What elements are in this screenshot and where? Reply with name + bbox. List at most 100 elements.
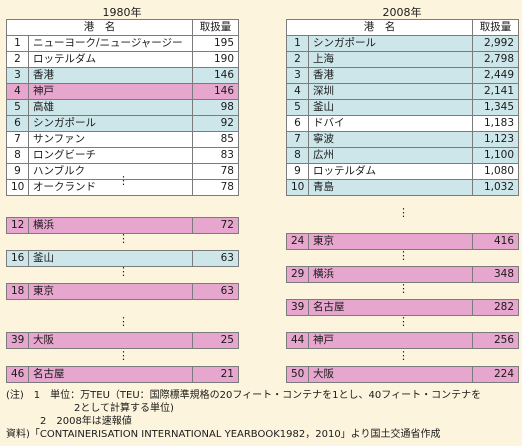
port-name-cell: ロッテルダム xyxy=(308,163,473,180)
header-port: 港 名 xyxy=(286,19,473,36)
volume-cell: 78 xyxy=(192,179,239,196)
extra-y2008-table: 39 名古屋 282 xyxy=(286,299,519,316)
volume-cell: 1,080 xyxy=(472,163,519,180)
volume-cell: 282 xyxy=(472,299,519,316)
table-row: 7 サンファン 85 xyxy=(6,131,239,148)
top10-y1980-table: 港 名取扱量 1 ニューヨーク/ニュージャージー 195 2 ロッテルダム 190 3 香港 14… xyxy=(6,19,239,196)
table-row: 18 東京 63 xyxy=(6,283,239,300)
port-name-cell: シンガポール xyxy=(28,115,193,132)
port-name-cell: 釜山 xyxy=(28,250,193,267)
table-row: 8 ロングビーチ 83 xyxy=(6,147,239,164)
volume-cell: 416 xyxy=(472,233,519,250)
port-name-cell: 神戸 xyxy=(308,332,473,349)
notes: (注) 1 単位：万TEU（TEU：国際標準規格の20フィート・コンテナを1とし… xyxy=(6,389,481,441)
extra-y1980-table: 18 東京 63 xyxy=(6,283,239,300)
port-name-cell: オークランド xyxy=(28,179,193,196)
volume-cell: 83 xyxy=(192,147,239,164)
volume-cell: 63 xyxy=(192,250,239,267)
volume-cell: 21 xyxy=(192,366,239,383)
port-name-cell: ニューヨーク/ニュージャージー xyxy=(28,35,193,52)
volume-cell: 2,798 xyxy=(472,51,519,68)
table-row: 1 ニューヨーク/ニュージャージー 195 xyxy=(6,35,239,52)
extra-y1980-table: 46 名古屋 21 xyxy=(6,366,239,383)
volume-cell: 256 xyxy=(472,332,519,349)
table-row: 24 東京 416 xyxy=(286,233,519,250)
rank-cell: 6 xyxy=(6,115,29,132)
port-name-cell: ロングビーチ xyxy=(28,147,193,164)
rank-cell: 9 xyxy=(286,163,309,180)
rank-cell: 10 xyxy=(6,179,29,196)
table-row: 3 香港 146 xyxy=(6,67,239,84)
table-row: 4 神戸 146 xyxy=(6,83,239,100)
table-row: 10 オークランド 78 xyxy=(6,179,239,196)
volume-cell: 195 xyxy=(192,35,239,52)
note-line-1: (注) 1 単位：万TEU（TEU：国際標準規格の20フィート・コンテナを1とし… xyxy=(6,390,482,401)
port-name-cell: 釜山 xyxy=(308,99,473,116)
rank-cell: 3 xyxy=(286,67,309,84)
rank-cell: 39 xyxy=(286,299,309,316)
ellipsis-mark: ⋮ xyxy=(118,265,129,278)
rank-cell: 10 xyxy=(286,179,309,196)
ellipsis-mark: ⋮ xyxy=(118,174,129,187)
volume-cell: 2,449 xyxy=(472,67,519,84)
header-row: 港 名取扱量 xyxy=(6,19,239,36)
rank-cell: 12 xyxy=(6,217,29,234)
port-name-cell: 高雄 xyxy=(28,99,193,116)
port-name-cell: サンファン xyxy=(28,131,193,148)
port-name-cell: 名古屋 xyxy=(28,366,193,383)
table-row: 39 大阪 25 xyxy=(6,332,239,349)
rank-cell: 18 xyxy=(6,283,29,300)
volume-cell: 85 xyxy=(192,131,239,148)
rank-cell: 9 xyxy=(6,163,29,180)
port-name-cell: 東京 xyxy=(28,283,193,300)
rank-cell: 39 xyxy=(6,332,29,349)
port-name-cell: 香港 xyxy=(308,67,473,84)
rank-cell: 50 xyxy=(286,366,309,383)
port-name-cell: ハンブルク xyxy=(28,163,193,180)
ellipsis-mark: ⋮ xyxy=(118,315,129,328)
rank-cell: 3 xyxy=(6,67,29,84)
table-row: 6 シンガポール 92 xyxy=(6,115,239,132)
table-row: 4 深圳 2,141 xyxy=(286,83,519,100)
volume-cell: 1,345 xyxy=(472,99,519,116)
ellipsis-mark: ⋮ xyxy=(118,232,129,245)
volume-cell: 98 xyxy=(192,99,239,116)
volume-cell: 1,123 xyxy=(472,131,519,148)
volume-cell: 1,032 xyxy=(472,179,519,196)
volume-cell: 92 xyxy=(192,115,239,132)
volume-cell: 146 xyxy=(192,83,239,100)
extra-y1980-table: 39 大阪 25 xyxy=(6,332,239,349)
port-name-cell: 上海 xyxy=(308,51,473,68)
rank-cell: 1 xyxy=(286,35,309,52)
rank-cell: 5 xyxy=(6,99,29,116)
port-name-cell: 広州 xyxy=(308,147,473,164)
ellipsis-mark: ⋮ xyxy=(398,315,409,328)
port-name-cell: 深圳 xyxy=(308,83,473,100)
port-name-cell: 青島 xyxy=(308,179,473,196)
volume-cell: 2,992 xyxy=(472,35,519,52)
table-row: 2 ロッテルダム 190 xyxy=(6,51,239,68)
volume-cell: 78 xyxy=(192,163,239,180)
port-name-cell: 横浜 xyxy=(28,217,193,234)
rank-cell: 8 xyxy=(286,147,309,164)
rank-cell: 8 xyxy=(6,147,29,164)
table-row: 8 広州 1,100 xyxy=(286,147,519,164)
volume-cell: 2,141 xyxy=(472,83,519,100)
table-row: 2 上海 2,798 xyxy=(286,51,519,68)
volume-cell: 72 xyxy=(192,217,239,234)
header-volume: 取扱量 xyxy=(192,19,239,36)
port-name-cell: 寧波 xyxy=(308,131,473,148)
table-row: 1 シンガポール 2,992 xyxy=(286,35,519,52)
table-row: 39 名古屋 282 xyxy=(286,299,519,316)
port-name-cell: ロッテルダム xyxy=(28,51,193,68)
rank-cell: 46 xyxy=(6,366,29,383)
port-name-cell: 神戸 xyxy=(28,83,193,100)
rank-cell: 16 xyxy=(6,250,29,267)
volume-cell: 63 xyxy=(192,283,239,300)
title-1980: 1980年 xyxy=(102,6,142,19)
title-2008: 2008年 xyxy=(382,6,422,19)
port-name-cell: 大阪 xyxy=(28,332,193,349)
rank-cell: 24 xyxy=(286,233,309,250)
table-row: 5 釜山 1,345 xyxy=(286,99,519,116)
port-name-cell: シンガポール xyxy=(308,35,473,52)
